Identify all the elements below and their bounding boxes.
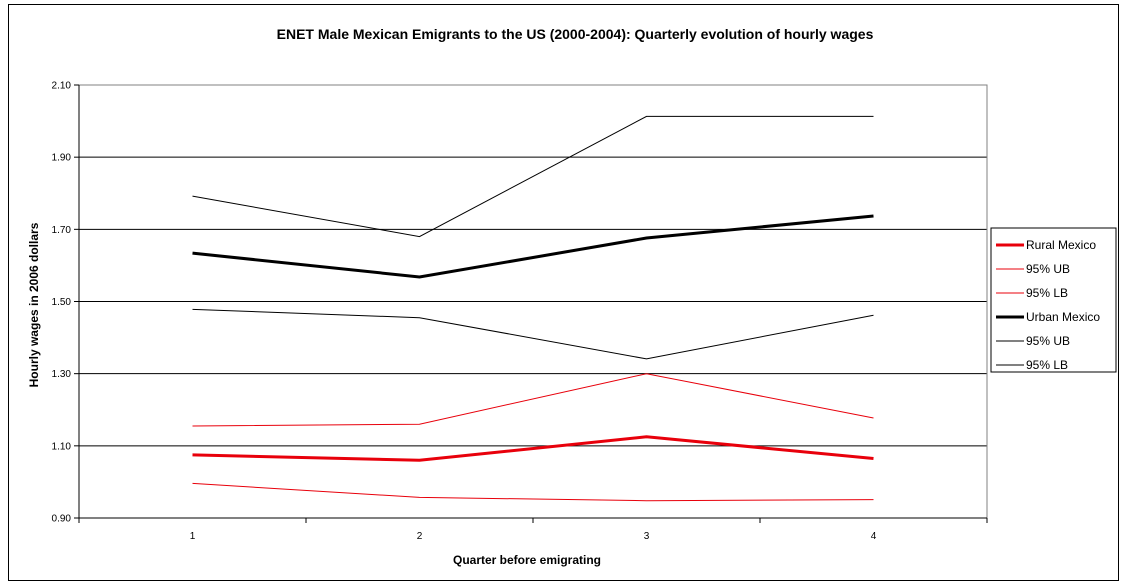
gridlines — [79, 85, 987, 446]
series-line — [193, 216, 874, 277]
line-chart: ENET Male Mexican Emigrants to the US (2… — [9, 5, 1120, 582]
y-axis-title: Hourly wages in 2006 dollars — [27, 222, 41, 387]
legend-label: 95% LB — [1026, 286, 1068, 300]
chart-title: ENET Male Mexican Emigrants to the US (2… — [277, 26, 874, 42]
legend-label: Urban Mexico — [1026, 310, 1100, 324]
legend: Rural Mexico 95% UB 95% LB Urban Mexico 95% … — [991, 228, 1116, 372]
x-tick-label: 1 — [190, 531, 196, 542]
series-lines — [193, 116, 874, 500]
series-line — [193, 309, 874, 359]
x-tick-label: 2 — [417, 531, 423, 542]
y-tick-label: 1.90 — [52, 153, 72, 164]
chart-frame: ENET Male Mexican Emigrants to the US (2… — [8, 4, 1119, 581]
legend-label: 95% UB — [1026, 262, 1070, 276]
y-tick-label: 1.10 — [52, 441, 72, 452]
x-tick-label: 4 — [871, 531, 877, 542]
legend-label: 95% UB — [1026, 334, 1070, 348]
series-line — [193, 483, 874, 500]
x-axis-title: Quarter before emigrating — [453, 553, 601, 567]
series-line — [193, 116, 874, 236]
series-line — [193, 437, 874, 461]
series-line — [193, 374, 874, 426]
legend-label: 95% LB — [1026, 358, 1068, 372]
legend-label: Rural Mexico — [1026, 238, 1096, 252]
y-tick-label: 1.50 — [52, 297, 72, 308]
axes: 0.90 1.10 1.30 1.50 1.70 1.90 2.10 1 2 3 4 — [52, 81, 987, 543]
x-tick-label: 3 — [644, 531, 650, 542]
y-tick-label: 1.30 — [52, 369, 72, 380]
y-tick-label: 0.90 — [52, 514, 72, 525]
y-tick-label: 2.10 — [52, 81, 72, 92]
y-tick-label: 1.70 — [52, 225, 72, 236]
